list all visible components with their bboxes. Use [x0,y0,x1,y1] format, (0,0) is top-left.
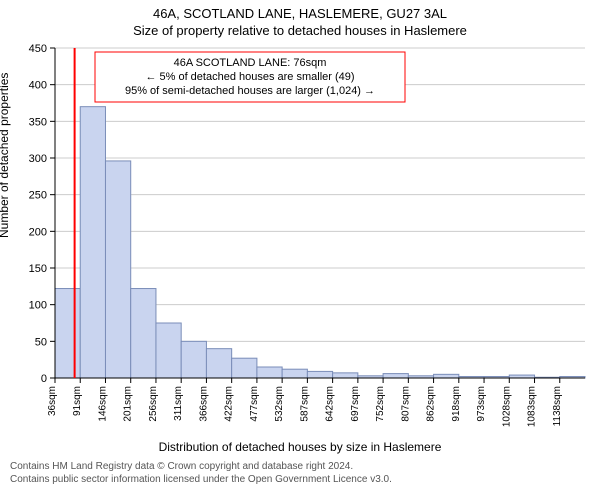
svg-text:1138sqm: 1138sqm [552,386,563,426]
svg-text:400: 400 [29,80,47,92]
svg-text:477sqm: 477sqm [249,386,260,422]
svg-text:450: 450 [29,43,47,55]
svg-text:250: 250 [29,190,47,202]
svg-text:36sqm: 36sqm [47,386,58,416]
svg-text:146sqm: 146sqm [97,386,108,422]
svg-text:200: 200 [29,226,47,238]
svg-text:150: 150 [29,263,47,275]
footer: Contains HM Land Registry data © Crown c… [0,454,600,486]
svg-text:350: 350 [29,116,47,128]
svg-text:366sqm: 366sqm [198,386,209,422]
page-title: 46A, SCOTLAND LANE, HASLEMERE, GU27 3AL [0,6,600,21]
svg-text:256sqm: 256sqm [148,386,159,422]
svg-text:46A SCOTLAND LANE: 76sqm: 46A SCOTLAND LANE: 76sqm [174,57,327,69]
footer-line-1: Contains HM Land Registry data © Crown c… [10,460,590,473]
svg-text:697sqm: 697sqm [350,386,361,422]
svg-text:587sqm: 587sqm [299,386,310,422]
svg-text:642sqm: 642sqm [325,386,336,422]
svg-text:532sqm: 532sqm [274,386,285,422]
svg-text:201sqm: 201sqm [123,386,134,422]
svg-text:100: 100 [29,300,47,312]
chart-area: Number of detached properties 0 50 100 150 2… [0,38,600,438]
footer-line-2: Contains public sector information licen… [10,473,590,486]
svg-text:752sqm: 752sqm [375,386,386,422]
svg-text:95% of semi-detached houses ar: 95% of semi-detached houses are larger (… [125,85,375,97]
svg-text:311sqm: 311sqm [173,386,184,421]
svg-text:300: 300 [29,153,47,165]
svg-text:← 5% of detached houses are sm: ← 5% of detached houses are smaller (49) [145,71,354,83]
svg-text:807sqm: 807sqm [400,386,411,422]
histogram-svg: 0 50 100 150 200 250 300 350 400 450 36sqm 91sqm 146… [0,38,600,438]
svg-text:422sqm: 422sqm [224,386,235,422]
svg-text:0: 0 [41,373,47,385]
x-axis-label: Distribution of detached houses by size … [0,440,600,454]
svg-text:862sqm: 862sqm [426,386,437,422]
y-axis-label: Number of detached properties [0,73,11,238]
svg-text:1083sqm: 1083sqm [527,386,538,427]
page-subtitle: Size of property relative to detached ho… [0,23,600,38]
svg-text:91sqm: 91sqm [72,386,83,416]
svg-text:918sqm: 918sqm [451,386,462,422]
svg-text:50: 50 [35,336,47,348]
svg-text:973sqm: 973sqm [476,386,487,422]
svg-text:1028sqm: 1028sqm [501,386,512,427]
